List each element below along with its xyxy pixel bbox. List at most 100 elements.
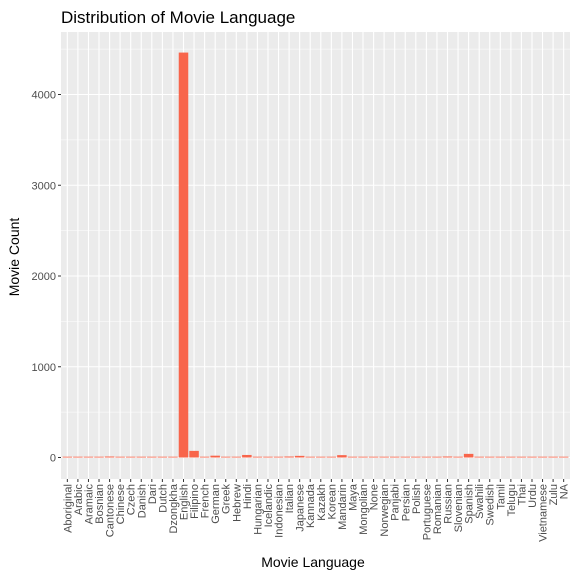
x-tick-label: French: [200, 484, 212, 518]
bar-thai: [516, 456, 527, 458]
bar-aramaic: [83, 456, 94, 458]
x-tick-label: Danish: [136, 484, 148, 518]
bar-maya: [347, 456, 358, 458]
bars: [62, 52, 569, 458]
plot-panel: [61, 32, 570, 479]
x-tick-label: Mandarin: [337, 484, 349, 530]
bar-dari: [147, 456, 157, 458]
bar-telugu: [506, 456, 516, 458]
x-tick-label: Czech: [126, 484, 138, 515]
x-tick-label: Panjabi: [390, 484, 402, 521]
x-tick-label: Aboriginal: [62, 484, 74, 533]
chart-title: Distribution of Movie Language: [61, 8, 295, 27]
x-tick-label: Hebrew: [231, 484, 243, 522]
bar-tamil: [495, 456, 506, 458]
x-tick-label: Persian: [400, 484, 412, 521]
bar-filipino: [189, 450, 199, 458]
bar-swahili: [474, 456, 484, 458]
bar-danish: [136, 456, 147, 458]
x-tick-label: Spanish: [464, 484, 476, 524]
bar-russian: [442, 456, 453, 458]
x-tick-label: German: [210, 484, 222, 524]
bar-hindi: [242, 454, 252, 458]
bar-french: [199, 456, 210, 458]
bar-german: [210, 455, 220, 458]
x-tick-label: Urdu: [527, 484, 539, 508]
bar-kannada: [305, 456, 315, 458]
bar-vietnamese: [537, 456, 548, 458]
x-tick-label: Mongolian: [358, 484, 370, 535]
x-tick-label: Japanese: [295, 484, 307, 532]
x-tick-label: Russian: [443, 484, 455, 524]
x-tick-label: Chinese: [115, 484, 127, 524]
x-tick-label: Cantonese: [105, 484, 117, 537]
x-tick-label: Arabic: [73, 484, 85, 516]
bar-portuguese: [421, 456, 432, 458]
y-axis-ticks: 0 1000 2000 3000 4000: [32, 90, 61, 465]
y-tick-label: 3000: [32, 180, 56, 192]
x-tick-label: Polish: [411, 484, 423, 514]
x-tick-label: Aramaic: [83, 484, 95, 525]
x-axis-ticks: AboriginalArabicAramaicBosnianCantoneseC…: [62, 479, 571, 542]
bar-chinese: [115, 456, 125, 458]
x-tick-label: Bosnian: [94, 484, 106, 524]
y-tick-label: 4000: [32, 90, 56, 102]
x-tick-label: Thai: [516, 484, 528, 505]
x-tick-label: Icelandic: [263, 484, 275, 528]
bar-swedish: [484, 456, 495, 458]
x-tick-label: Romanian: [432, 484, 444, 534]
bar-zulu: [548, 456, 558, 458]
x-tick-label: Telugu: [506, 484, 518, 516]
x-tick-label: Norwegian: [379, 484, 391, 537]
x-tick-label: Swahili: [474, 484, 486, 519]
bar-none: [368, 456, 379, 458]
bar-romanian: [432, 456, 442, 458]
y-axis-title: Movie Count: [6, 218, 22, 297]
x-tick-label: Dzongkha: [168, 483, 180, 533]
bar-indonesian: [273, 456, 284, 458]
x-tick-label: Dutch: [157, 484, 169, 513]
bar-aboriginal: [62, 456, 73, 458]
x-tick-label: Vietnamese: [538, 484, 550, 542]
bar-dzongkha: [168, 456, 178, 458]
y-tick-label: 1000: [32, 362, 56, 374]
x-tick-label: Filipino: [189, 484, 201, 519]
bar-panjabi: [389, 456, 400, 458]
bar-english: [178, 52, 189, 458]
bar-bosnian: [94, 456, 104, 458]
x-tick-label: Greek: [221, 484, 233, 514]
bar-cantonese: [104, 456, 115, 458]
x-tick-label: Tamil: [495, 484, 507, 510]
x-tick-label: Kannada: [305, 483, 317, 528]
y-tick-label: 0: [50, 453, 56, 465]
x-tick-label: Zulu: [548, 484, 560, 505]
bar-hungarian: [252, 456, 263, 458]
bar-greek: [220, 456, 231, 458]
bar-hebrew: [231, 456, 242, 458]
x-tick-label: Kazakh: [316, 484, 328, 521]
bar-spanish: [463, 453, 474, 458]
bar-dutch: [157, 456, 168, 458]
bar-japanese: [294, 455, 305, 458]
bar-norwegian: [379, 456, 389, 458]
x-tick-label: Italian: [284, 484, 296, 513]
x-tick-label: Maya: [347, 483, 359, 511]
bar-icelandic: [263, 456, 273, 458]
x-tick-label: Indonesian: [274, 484, 286, 538]
bar-arabic: [73, 456, 83, 458]
bar-kazakh: [316, 456, 326, 458]
bar-urdu: [527, 456, 537, 458]
bar-polish: [411, 456, 421, 458]
bar-italian: [284, 456, 294, 458]
x-tick-label: Slovenian: [453, 484, 465, 532]
x-tick-label: Hindi: [242, 484, 254, 509]
bar-slovenian: [453, 456, 463, 458]
bar-persian: [400, 456, 411, 458]
x-tick-label: Hungarian: [252, 484, 264, 535]
x-tick-label: Swedish: [485, 484, 497, 526]
bar-mandarin: [337, 455, 347, 458]
bar-korean: [326, 456, 337, 458]
bar-czech: [125, 456, 136, 458]
x-tick-label: English: [178, 484, 190, 520]
x-tick-label: NA: [559, 483, 571, 499]
